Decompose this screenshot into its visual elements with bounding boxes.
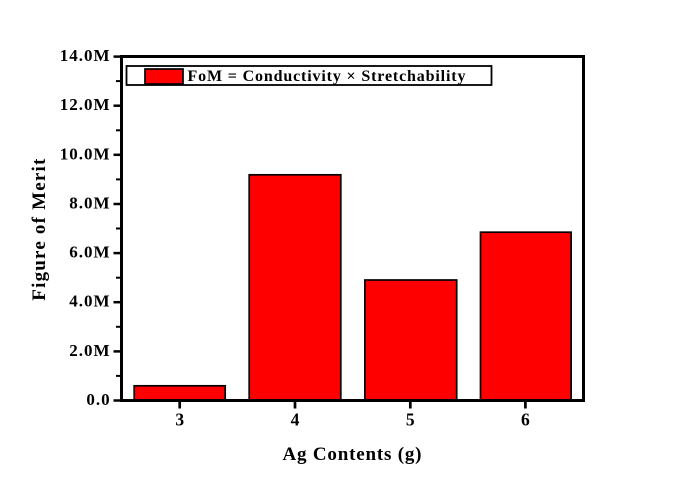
svg-text:FoM = Conductivity × Stretchab: FoM = Conductivity × Stretchability xyxy=(188,68,467,85)
svg-text:12.0M: 12.0M xyxy=(60,95,111,114)
svg-text:4.0M: 4.0M xyxy=(69,292,110,311)
svg-text:Ag Contents (g): Ag Contents (g) xyxy=(283,444,423,465)
svg-text:0.0: 0.0 xyxy=(86,390,110,409)
svg-text:14.0M: 14.0M xyxy=(60,46,111,65)
svg-text:6: 6 xyxy=(521,409,530,429)
svg-text:3: 3 xyxy=(175,409,184,429)
svg-text:4: 4 xyxy=(291,409,300,429)
svg-text:Figure of Merit: Figure of Merit xyxy=(29,157,50,300)
svg-text:5: 5 xyxy=(406,409,415,429)
svg-text:2.0M: 2.0M xyxy=(69,341,110,360)
svg-text:8.0M: 8.0M xyxy=(69,194,110,213)
svg-text:10.0M: 10.0M xyxy=(60,144,111,163)
svg-text:6.0M: 6.0M xyxy=(69,243,110,262)
